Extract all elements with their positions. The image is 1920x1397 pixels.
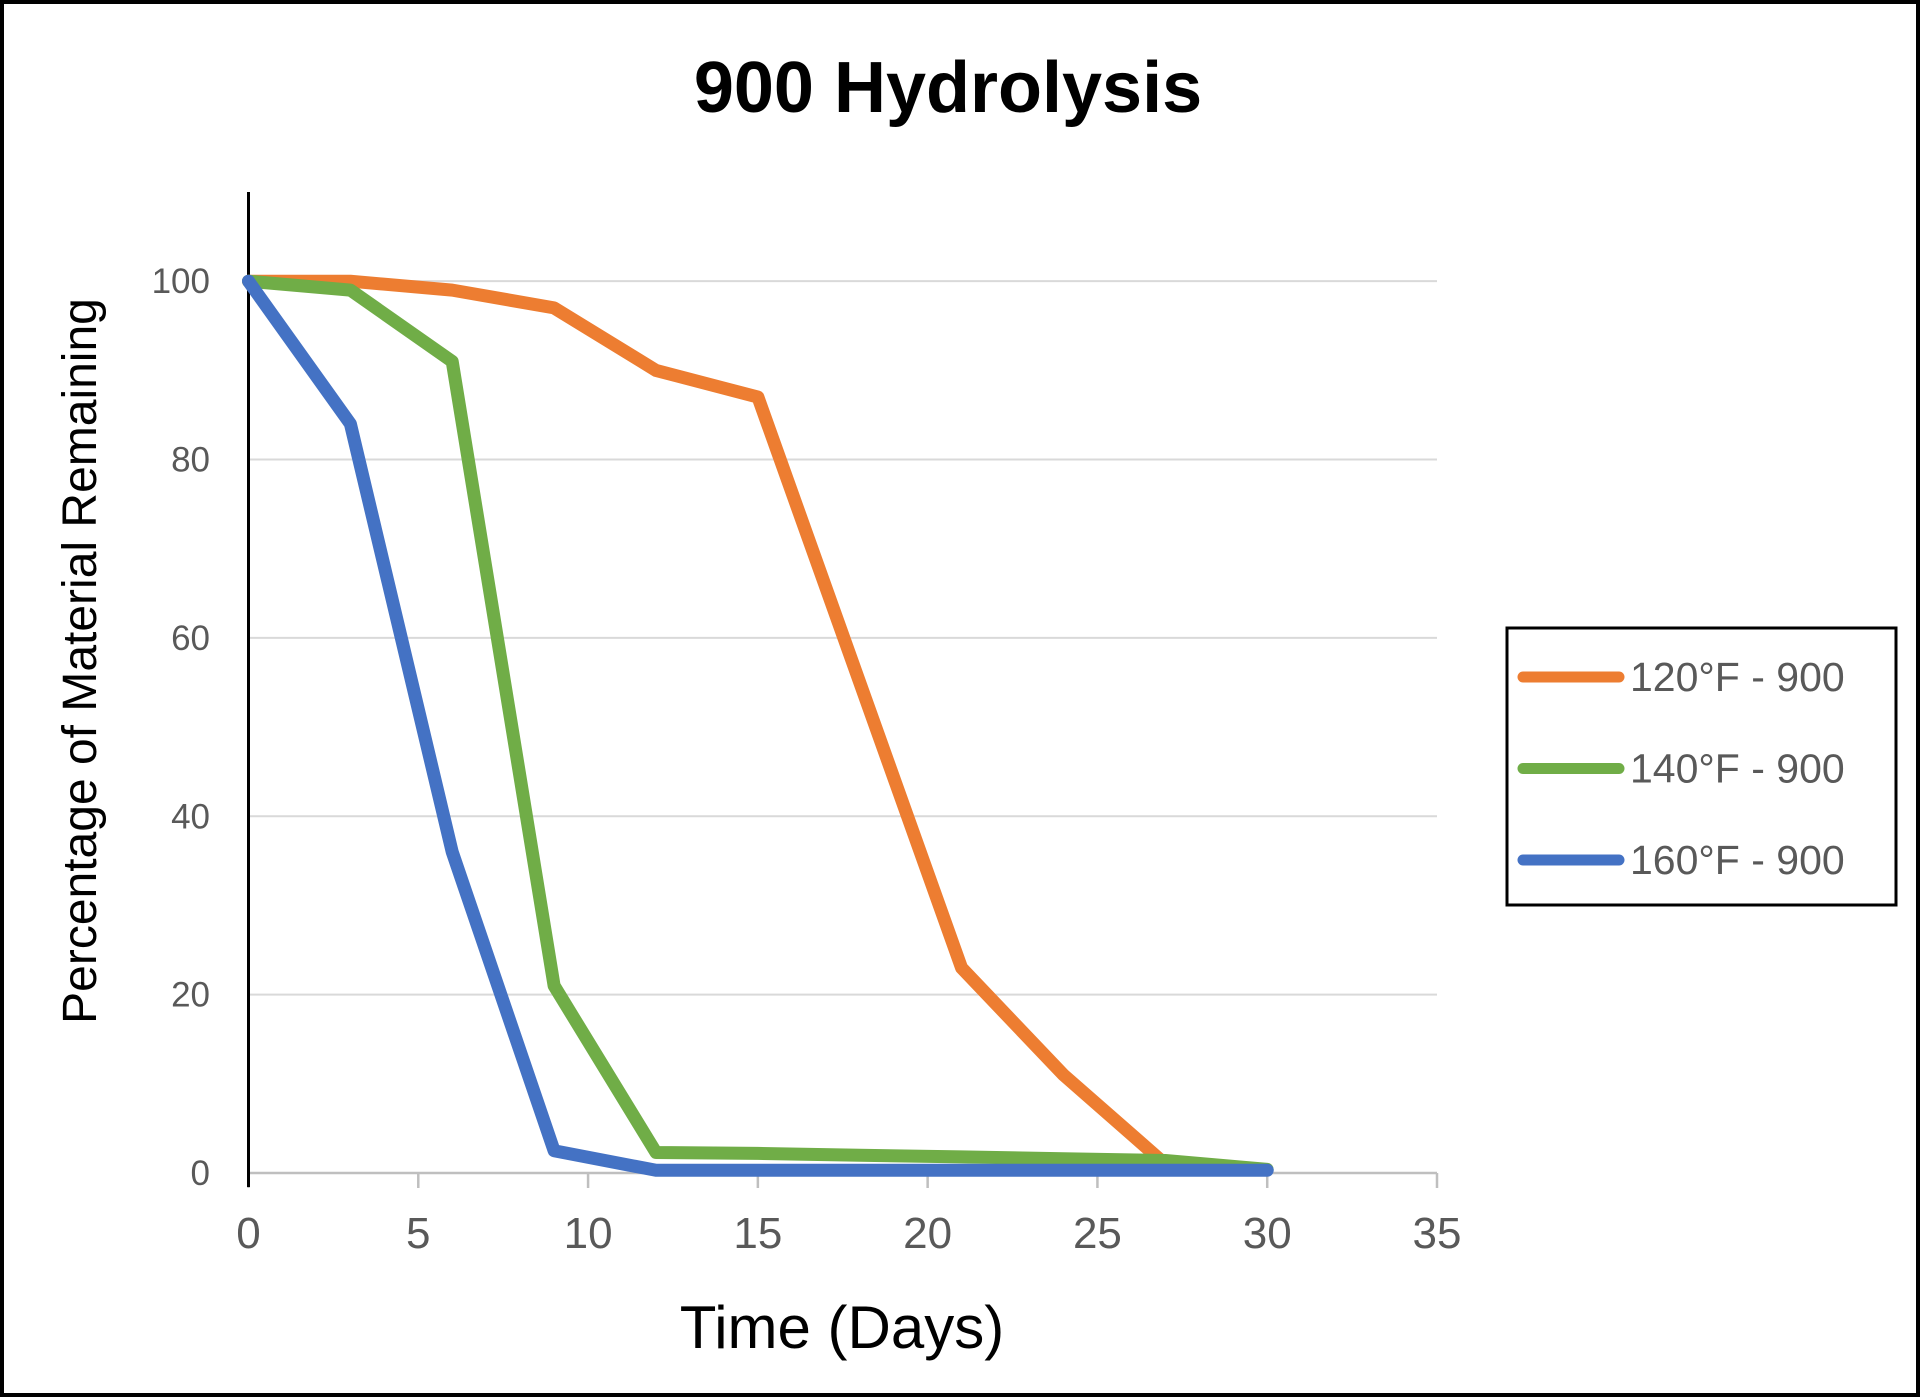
series-line-140900 bbox=[242, 274, 1274, 1176]
x-tick-label-0: 0 bbox=[236, 1209, 260, 1258]
y-axis-title: Percentage of Material Remaining bbox=[54, 298, 107, 1024]
x-tick-label-15: 15 bbox=[733, 1209, 782, 1258]
legend: 120°F - 900 140°F - 900 160°F - 900 bbox=[1505, 626, 1898, 907]
y-tick-label-20: 20 bbox=[171, 976, 210, 1015]
legend-label: 140°F - 900 bbox=[1630, 746, 1845, 792]
series-line-120900 bbox=[242, 274, 1172, 1171]
y-tick-label-0: 0 bbox=[191, 1154, 210, 1193]
y-tick-label-100: 100 bbox=[152, 262, 210, 301]
x-tick-label-30: 30 bbox=[1243, 1209, 1292, 1258]
series-lines bbox=[242, 274, 1274, 1177]
legend-entry-140900: 140°F - 900 bbox=[1517, 746, 1845, 792]
y-tick-label-40: 40 bbox=[171, 797, 210, 836]
legend-label: 160°F - 900 bbox=[1630, 837, 1845, 883]
chart-title: 900 Hydrolysis bbox=[694, 48, 1202, 128]
x-tick-label-20: 20 bbox=[903, 1209, 952, 1258]
y-tick-label-80: 80 bbox=[171, 441, 210, 480]
x-tick-label-25: 25 bbox=[1073, 1209, 1122, 1258]
x-axis-title: Time (Days) bbox=[680, 1294, 1004, 1361]
x-tick-label-5: 5 bbox=[406, 1209, 430, 1258]
series-line-160900 bbox=[242, 274, 1274, 1177]
legend-entry-120900: 120°F - 900 bbox=[1517, 654, 1845, 700]
legend-entry-160900: 160°F - 900 bbox=[1517, 837, 1845, 883]
x-tick-label-35: 35 bbox=[1413, 1209, 1462, 1258]
legend-label: 120°F - 900 bbox=[1630, 654, 1845, 700]
y-tick-label-60: 60 bbox=[171, 619, 210, 658]
y-tick-labels: 0 20 40 60 80 100 bbox=[152, 262, 210, 1193]
x-tick-label-10: 10 bbox=[564, 1209, 613, 1258]
x-tick-labels: 0 5 10 15 20 25 30 35 bbox=[236, 1209, 1461, 1258]
